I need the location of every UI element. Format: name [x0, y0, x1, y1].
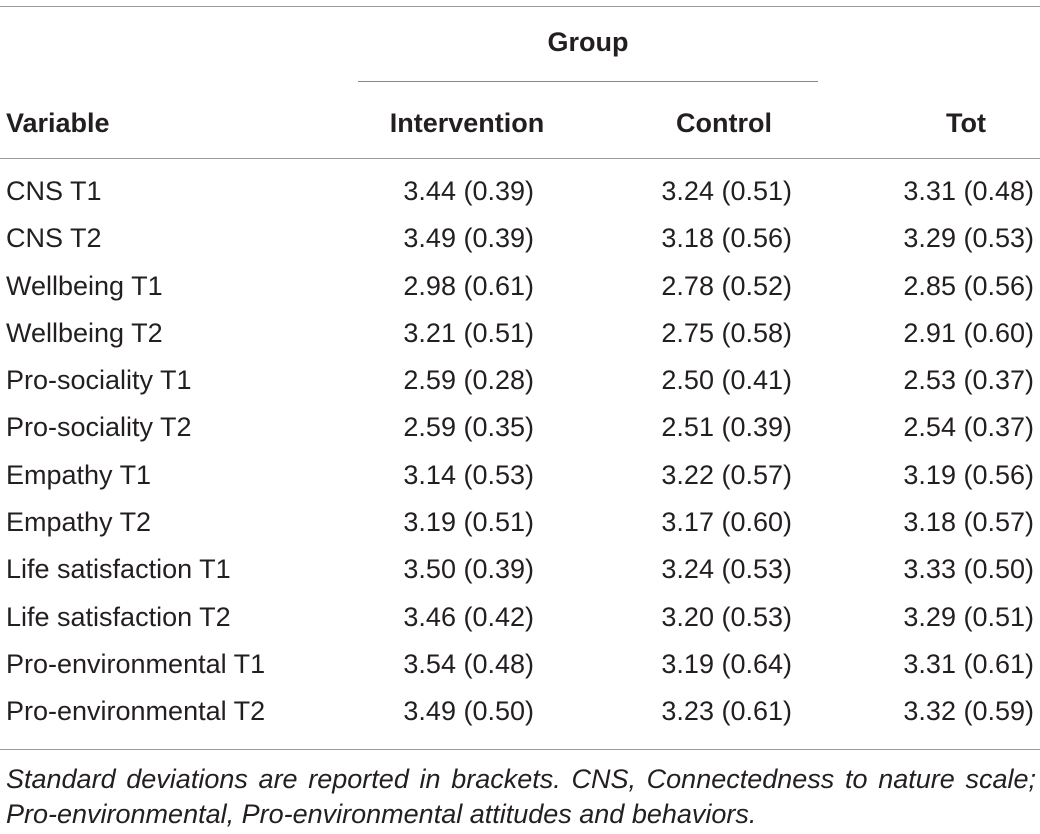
cell-tot: 3.32 (0.59)	[903, 696, 1034, 727]
table-row: Wellbeing T2 3.21 (0.51) 2.75 (0.58) 2.9…	[0, 312, 1040, 359]
table-bottom-rule	[0, 749, 1040, 750]
cell-intervention: 3.19 (0.51)	[403, 507, 534, 538]
cell-control: 2.51 (0.39)	[661, 412, 792, 443]
table-row: Life satisfaction T2 3.46 (0.42) 3.20 (0…	[0, 596, 1040, 643]
cell-control: 2.50 (0.41)	[661, 365, 792, 396]
table-row: Empathy T1 3.14 (0.53) 3.22 (0.57) 3.19 …	[0, 454, 1040, 501]
table-row: Pro-sociality T1 2.59 (0.28) 2.50 (0.41)…	[0, 359, 1040, 406]
cell-variable: Life satisfaction T1	[6, 554, 231, 585]
cell-variable: Pro-sociality T1	[6, 365, 192, 396]
cell-control: 3.24 (0.51)	[661, 176, 792, 206]
cell-intervention: 3.46 (0.42)	[403, 601, 534, 632]
cell-tot: 3.31 (0.61)	[903, 648, 1034, 679]
table-row: Empathy T2 3.19 (0.51) 3.17 (0.60) 3.18 …	[0, 501, 1040, 548]
cell-control: 2.75 (0.58)	[661, 317, 792, 348]
cell-intervention: 2.59 (0.35)	[403, 412, 534, 443]
header-intervention: Intervention	[389, 108, 545, 138]
header-control: Control	[676, 108, 772, 138]
cell-tot: 3.18 (0.57)	[903, 507, 1034, 538]
cell-variable: Wellbeing T2	[6, 317, 163, 348]
table-footnote: Standard deviations are reported in brac…	[6, 764, 1036, 829]
cell-tot: 3.29 (0.53)	[903, 223, 1034, 254]
group-underline	[358, 81, 818, 82]
cell-tot: 2.91 (0.60)	[903, 317, 1034, 348]
table-row: Pro-sociality T2 2.59 (0.35) 2.51 (0.39)…	[0, 406, 1040, 453]
cell-control: 3.23 (0.61)	[661, 696, 792, 727]
group-header: Group	[547, 27, 629, 57]
table-top-rule	[0, 6, 1040, 7]
cell-control: 3.22 (0.57)	[661, 459, 792, 490]
cell-intervention: 3.21 (0.51)	[403, 317, 534, 348]
cell-tot: 3.19 (0.56)	[903, 459, 1034, 490]
cell-intervention: 3.49 (0.50)	[403, 696, 534, 727]
table-row: CNS T1 3.44 (0.39) 3.24 (0.51) 3.31 (0.4…	[0, 170, 1040, 217]
cell-intervention: 3.50 (0.39)	[403, 554, 534, 585]
cell-intervention: 3.49 (0.39)	[403, 223, 534, 254]
header-variable: Variable	[6, 108, 110, 138]
cell-control: 2.78 (0.52)	[661, 270, 792, 301]
cell-variable: CNS T2	[6, 223, 102, 254]
cell-intervention: 2.59 (0.28)	[403, 365, 534, 396]
cell-variable: Pro-environmental T2	[6, 696, 266, 727]
cell-variable: Life satisfaction T2	[6, 601, 231, 632]
table-row: Pro-environmental T1 3.54 (0.48) 3.19 (0…	[0, 643, 1040, 690]
cell-tot: 2.85 (0.56)	[903, 270, 1034, 301]
cell-tot: 3.29 (0.51)	[903, 601, 1034, 632]
cell-variable: CNS T1	[6, 176, 102, 206]
cell-tot: 3.31 (0.48)	[903, 176, 1034, 206]
cell-control: 3.17 (0.60)	[661, 507, 792, 538]
cell-intervention: 3.44 (0.39)	[403, 176, 534, 206]
table-row: Life satisfaction T1 3.50 (0.39) 3.24 (0…	[0, 548, 1040, 595]
cell-intervention: 3.54 (0.48)	[403, 648, 534, 679]
cell-intervention: 3.14 (0.53)	[403, 459, 534, 490]
cell-intervention: 2.98 (0.61)	[403, 270, 534, 301]
cell-control: 3.18 (0.56)	[661, 223, 792, 254]
table-row: Wellbeing T1 2.98 (0.61) 2.78 (0.52) 2.8…	[0, 265, 1040, 312]
header-bottom-rule	[0, 158, 1040, 159]
cell-tot: 2.54 (0.37)	[903, 412, 1034, 443]
cell-variable: Empathy T2	[6, 507, 152, 538]
cell-tot: 3.33 (0.50)	[903, 554, 1034, 585]
table-row: Pro-environmental T2 3.49 (0.50) 3.23 (0…	[0, 690, 1040, 737]
table-row: CNS T2 3.49 (0.39) 3.18 (0.56) 3.29 (0.5…	[0, 217, 1040, 264]
cell-tot: 2.53 (0.37)	[903, 365, 1034, 396]
cell-variable: Empathy T1	[6, 459, 152, 490]
header-tot: Tot	[946, 108, 986, 138]
cell-variable: Pro-sociality T2	[6, 412, 192, 443]
cell-variable: Pro-environmental T1	[6, 648, 266, 679]
cell-control: 3.19 (0.64)	[661, 648, 792, 679]
table-body: CNS T1 3.44 (0.39) 3.24 (0.51) 3.31 (0.4…	[0, 170, 1040, 738]
cell-control: 3.24 (0.53)	[661, 554, 792, 585]
cell-variable: Wellbeing T1	[6, 270, 163, 301]
cell-control: 3.20 (0.53)	[661, 601, 792, 632]
